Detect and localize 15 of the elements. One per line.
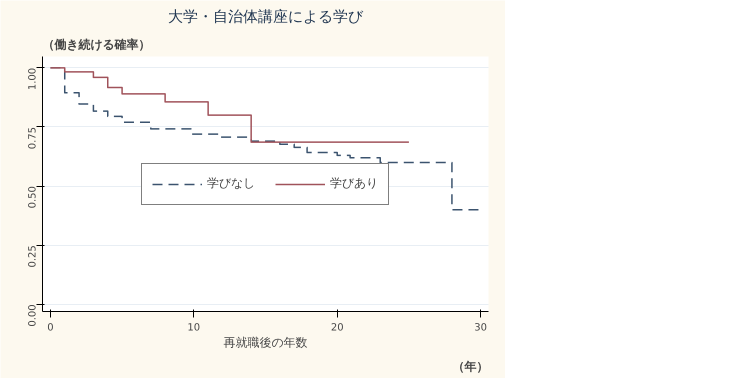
y-tick-label: 0.75	[28, 126, 38, 150]
x-tick-label: 20	[330, 322, 344, 334]
legend-label: 学びあり	[330, 175, 378, 192]
y-tick-label: 0.50	[28, 186, 38, 208]
x-tick-label: 10	[187, 322, 200, 334]
y-tick-label: 0.25	[28, 245, 38, 268]
y-tick-label: 0.00	[28, 304, 38, 327]
chart-title: 大学・自治体講座による学び	[168, 8, 364, 26]
text: （年）	[452, 360, 488, 374]
legend-label: 学びなし	[207, 175, 255, 192]
x-axis-title: 再就職後の年数	[224, 336, 308, 350]
x-tick-label: 0	[47, 322, 54, 334]
y-tick-label: 1.00	[28, 68, 38, 90]
text: （働き続ける確率）	[42, 38, 150, 52]
x-tick-label: 30	[474, 322, 487, 334]
